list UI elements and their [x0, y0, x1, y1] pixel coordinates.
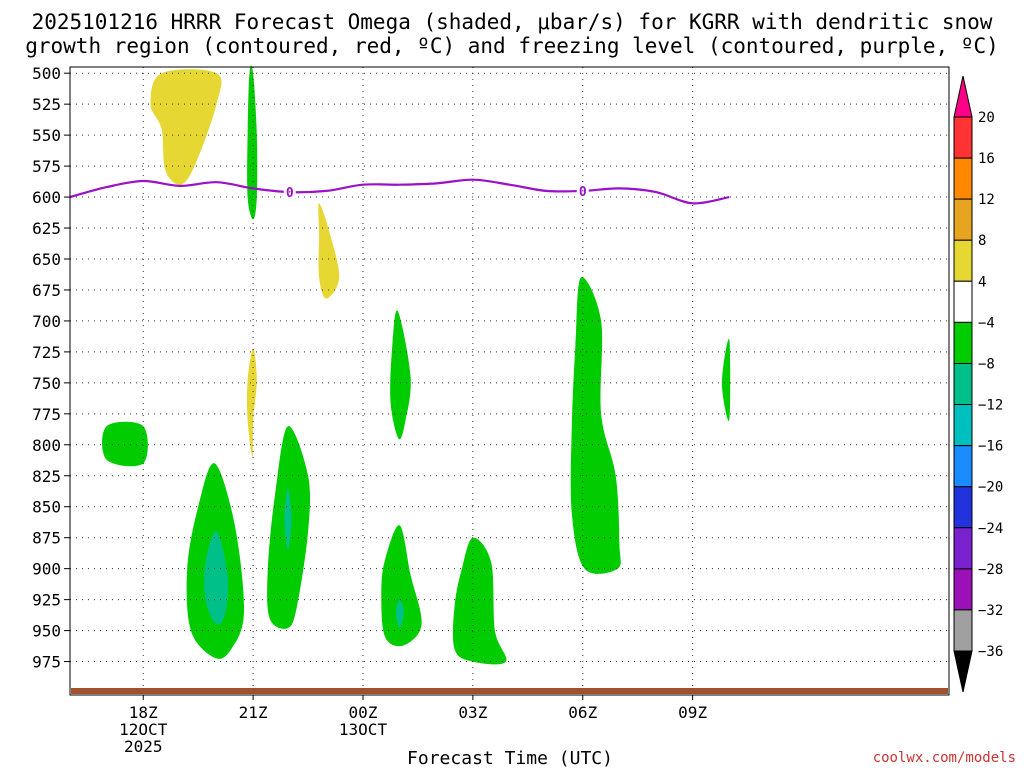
colorbar-segment-3: [953, 157, 973, 200]
freezing-level-label-2: 0: [579, 185, 587, 200]
y-tick-label-975: 975: [32, 653, 61, 672]
x-tick-label-27-1: 03Z: [458, 703, 487, 722]
colorbar-label-8: −12: [978, 398, 1003, 414]
x-tick-label-30-1: 06Z: [568, 703, 597, 722]
omega-region-11: [381, 525, 422, 647]
ground-surface-bar: [71, 688, 948, 694]
y-tick-label-650: 650: [32, 250, 61, 269]
colorbar-segment-10: [953, 445, 973, 488]
y-tick-label-950: 950: [32, 622, 61, 641]
colorbar-segment-13: [953, 568, 973, 611]
y-tick-label-800: 800: [32, 436, 61, 455]
colorbar-label-4: 8: [978, 233, 986, 249]
colorbar-label-14: −36: [978, 644, 1003, 660]
y-tick-label-600: 600: [32, 188, 61, 207]
x-tick-label-21-1: 21Z: [239, 703, 268, 722]
omega-region-7: [204, 531, 229, 625]
y-tick-label-675: 675: [32, 281, 61, 300]
y-tick-label-850: 850: [32, 498, 61, 517]
y-tick-label-750: 750: [32, 374, 61, 393]
colorbar-label-13: −32: [978, 603, 1003, 619]
colorbar-segment-4: [953, 198, 973, 241]
colorbar-label-7: −8: [978, 356, 995, 372]
plot-frame: [69, 66, 950, 696]
credit-text: coolwx.com/models: [873, 750, 1016, 766]
colorbar-segment-14: [953, 609, 973, 652]
x-tick-label-24-1: 00Z: [349, 703, 378, 722]
y-tick-label-575: 575: [32, 157, 61, 176]
colorbar-segment-2: [953, 116, 973, 159]
colorbar-label-11: −24: [978, 521, 1003, 537]
colorbar-label-12: −28: [978, 562, 1003, 578]
x-tick-label-33-1: 09Z: [678, 703, 707, 722]
dotted-gridlines: [70, 67, 949, 695]
colorbar-label-6: −4: [978, 315, 995, 331]
freezing-label-bg-2: [576, 182, 589, 198]
colorbar-label-3: 12: [978, 192, 995, 208]
colorbar-segment-7: [953, 321, 973, 364]
y-tick-label-825: 825: [32, 467, 61, 486]
omega-region-12: [396, 599, 404, 629]
y-tick-label-500: 500: [32, 64, 61, 83]
y-tick-label-625: 625: [32, 219, 61, 238]
omega-region-2: [247, 65, 258, 220]
omega-region-1: [150, 69, 222, 185]
y-tick-label-900: 900: [32, 560, 61, 579]
freezing-level-line: [69, 178, 730, 205]
colorbar-label-1: 20: [978, 110, 995, 126]
x-tick-label-18-3: 2025: [124, 737, 163, 756]
pressure-axis: 500 525 550 575 600 625 650 675 700 725 750 775 800 8…: [32, 64, 70, 672]
x-tick-label-18-1: 18Z: [129, 703, 158, 722]
y-tick-label-875: 875: [32, 529, 61, 548]
colorbar-label-2: 16: [978, 151, 995, 167]
y-tick-label-700: 700: [32, 312, 61, 331]
y-tick-label-925: 925: [32, 591, 61, 610]
colorbar-label-9: −16: [978, 439, 1003, 455]
omega-region-15: [721, 338, 731, 422]
x-axis-label: Forecast Time (UTC): [407, 748, 613, 768]
colorbar-label-5: 4: [978, 274, 986, 290]
colorbar-segment-1: [953, 75, 973, 118]
omega-region-10: [390, 310, 411, 440]
colorbar-label-10: −20: [978, 480, 1003, 496]
x-tick-label-24-2: 13OCT: [339, 720, 388, 739]
colorbar-segment-9: [953, 404, 973, 447]
omega-region-14: [570, 277, 621, 574]
colorbar-segment-8: [953, 362, 973, 406]
chart-title-line-2: growth region (contoured, red, ºC) and f…: [25, 34, 999, 58]
omega-region-5: [102, 421, 148, 467]
omega-region-13: [452, 537, 507, 665]
y-tick-label-525: 525: [32, 95, 61, 114]
omega-region-4: [246, 348, 257, 458]
omega-region-9: [284, 488, 292, 551]
chart-title-line-1: 2025101216 HRRR Forecast Omega (shaded, …: [32, 10, 993, 34]
colorbar-segment-11: [953, 486, 973, 529]
y-tick-label-550: 550: [32, 126, 61, 145]
omega-region-3: [318, 203, 340, 299]
omega-shaded-regions: [102, 65, 731, 665]
y-tick-label-775: 775: [32, 405, 61, 424]
colorbar-segment-15: [953, 650, 973, 693]
colorbar-segment-5: [953, 239, 973, 282]
colorbar-segment-6: [953, 280, 973, 323]
omega-colorbar: 20 16 12 8 4 −4 −8 −12 −16 −20 −24 −28 −32 −36: [953, 75, 1003, 693]
y-tick-label-725: 725: [32, 343, 61, 362]
x-tick-label-18-2: 12OCT: [119, 720, 168, 739]
colorbar-segment-12: [953, 527, 973, 570]
freezing-level-label-1: 0: [286, 186, 294, 201]
freezing-label-bg-1: [283, 184, 296, 200]
